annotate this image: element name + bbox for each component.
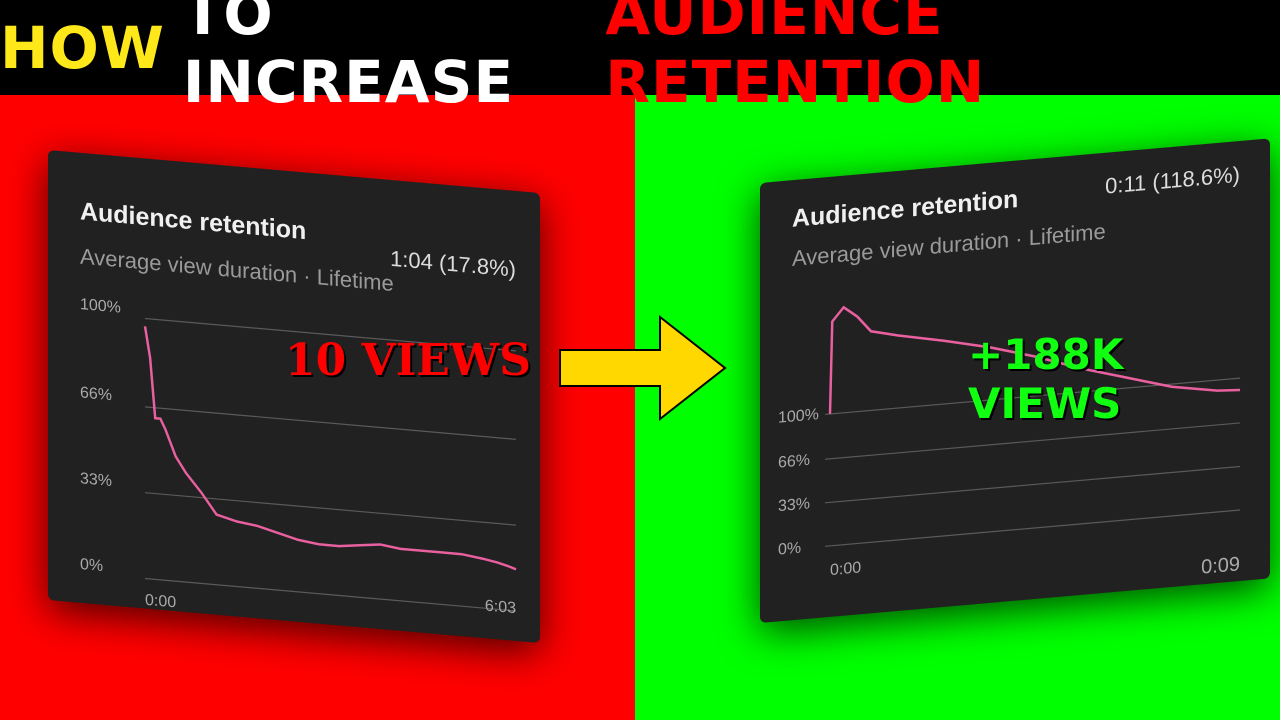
y-tick-label: 33% [80,469,112,490]
headline-word: TO INCREASE [182,0,515,116]
retention-card: Audience retention Average view duration … [760,138,1270,623]
y-tick-label: 0% [80,555,103,575]
headline-word: HOW [0,13,165,82]
annotation: 10 VIEWS [285,335,531,386]
grid-line [145,492,516,526]
card-subtitle: Average view duration · Lifetime [80,244,394,296]
y-tick-label: 0% [778,539,801,559]
grid-line [825,509,1240,547]
y-tick-label: 100% [80,295,121,317]
y-tick-label: 66% [80,383,112,404]
arrow-shape [559,314,727,422]
grid-line [145,577,516,612]
card-title: Audience retention [80,197,306,245]
retention-card: Audience retention Average view duration … [48,150,540,644]
grid-line [145,406,516,440]
grid-line [825,465,1240,504]
grid-line [825,377,1240,416]
grid-line [145,317,516,352]
arrow [559,314,727,422]
retention-line [143,326,517,571]
card-title: Audience retention [792,185,1018,233]
grid-line [825,422,1240,460]
annotation: +188K VIEWS [968,330,1124,428]
headline-word: AUDIENCE RETENTION [605,0,986,116]
retention-line [828,305,1241,415]
y-tick-label: 33% [778,494,810,515]
x-tick-label: 6:03 [485,596,516,617]
y-tick-label: 100% [778,405,819,427]
stat: 0:11 (118.6%) [1105,162,1240,199]
stat: 1:04 (17.8%) [390,246,516,282]
x-tick-label: 0:00 [145,591,176,612]
x-tick-label: 0:00 [830,558,861,579]
x-tick-label: 0:09 [1201,553,1240,578]
y-tick-label: 66% [778,451,810,472]
headline-bar: HOW TO INCREASE AUDIENCE RETENTION [0,0,1280,116]
